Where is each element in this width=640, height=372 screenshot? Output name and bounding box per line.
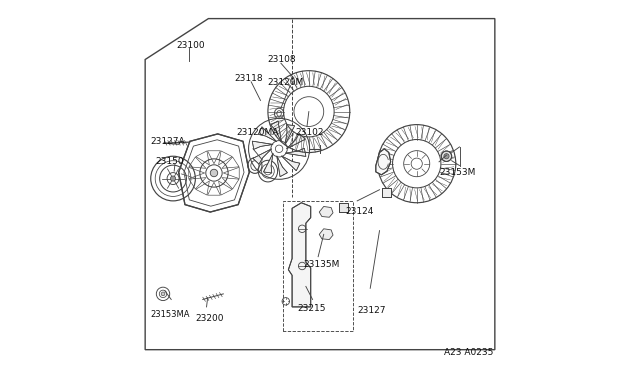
Polygon shape <box>264 153 273 173</box>
Polygon shape <box>319 206 333 217</box>
Text: 23120MA: 23120MA <box>236 128 278 137</box>
Polygon shape <box>285 148 306 157</box>
Text: 23150: 23150 <box>156 157 184 166</box>
Polygon shape <box>179 134 250 212</box>
Polygon shape <box>259 127 276 142</box>
Text: 23100: 23100 <box>177 41 205 50</box>
Text: 23102: 23102 <box>296 128 324 137</box>
Circle shape <box>211 169 218 177</box>
Polygon shape <box>276 156 287 177</box>
Polygon shape <box>319 229 333 240</box>
Polygon shape <box>383 188 390 197</box>
Text: 23200: 23200 <box>195 314 224 323</box>
Text: 23118: 23118 <box>234 74 263 83</box>
Polygon shape <box>253 149 271 164</box>
Polygon shape <box>339 203 348 212</box>
Text: 23153M: 23153M <box>439 169 476 177</box>
Text: A23 A0235: A23 A0235 <box>444 348 493 357</box>
Text: 23124: 23124 <box>346 207 374 216</box>
Circle shape <box>441 151 452 161</box>
Text: 23127A: 23127A <box>151 137 186 146</box>
Circle shape <box>161 292 165 296</box>
Polygon shape <box>287 134 305 149</box>
Polygon shape <box>285 125 294 144</box>
Text: 23153MA: 23153MA <box>151 310 190 319</box>
Text: 23135M: 23135M <box>303 260 340 269</box>
Circle shape <box>170 176 175 181</box>
Text: 23120M: 23120M <box>267 78 303 87</box>
Text: 23108: 23108 <box>267 55 296 64</box>
Polygon shape <box>271 121 282 142</box>
Circle shape <box>444 154 449 159</box>
Polygon shape <box>289 203 310 307</box>
Polygon shape <box>252 141 273 149</box>
Polygon shape <box>282 156 300 171</box>
Text: 23127: 23127 <box>357 306 386 315</box>
Polygon shape <box>376 149 390 175</box>
Text: 23215: 23215 <box>297 304 325 312</box>
